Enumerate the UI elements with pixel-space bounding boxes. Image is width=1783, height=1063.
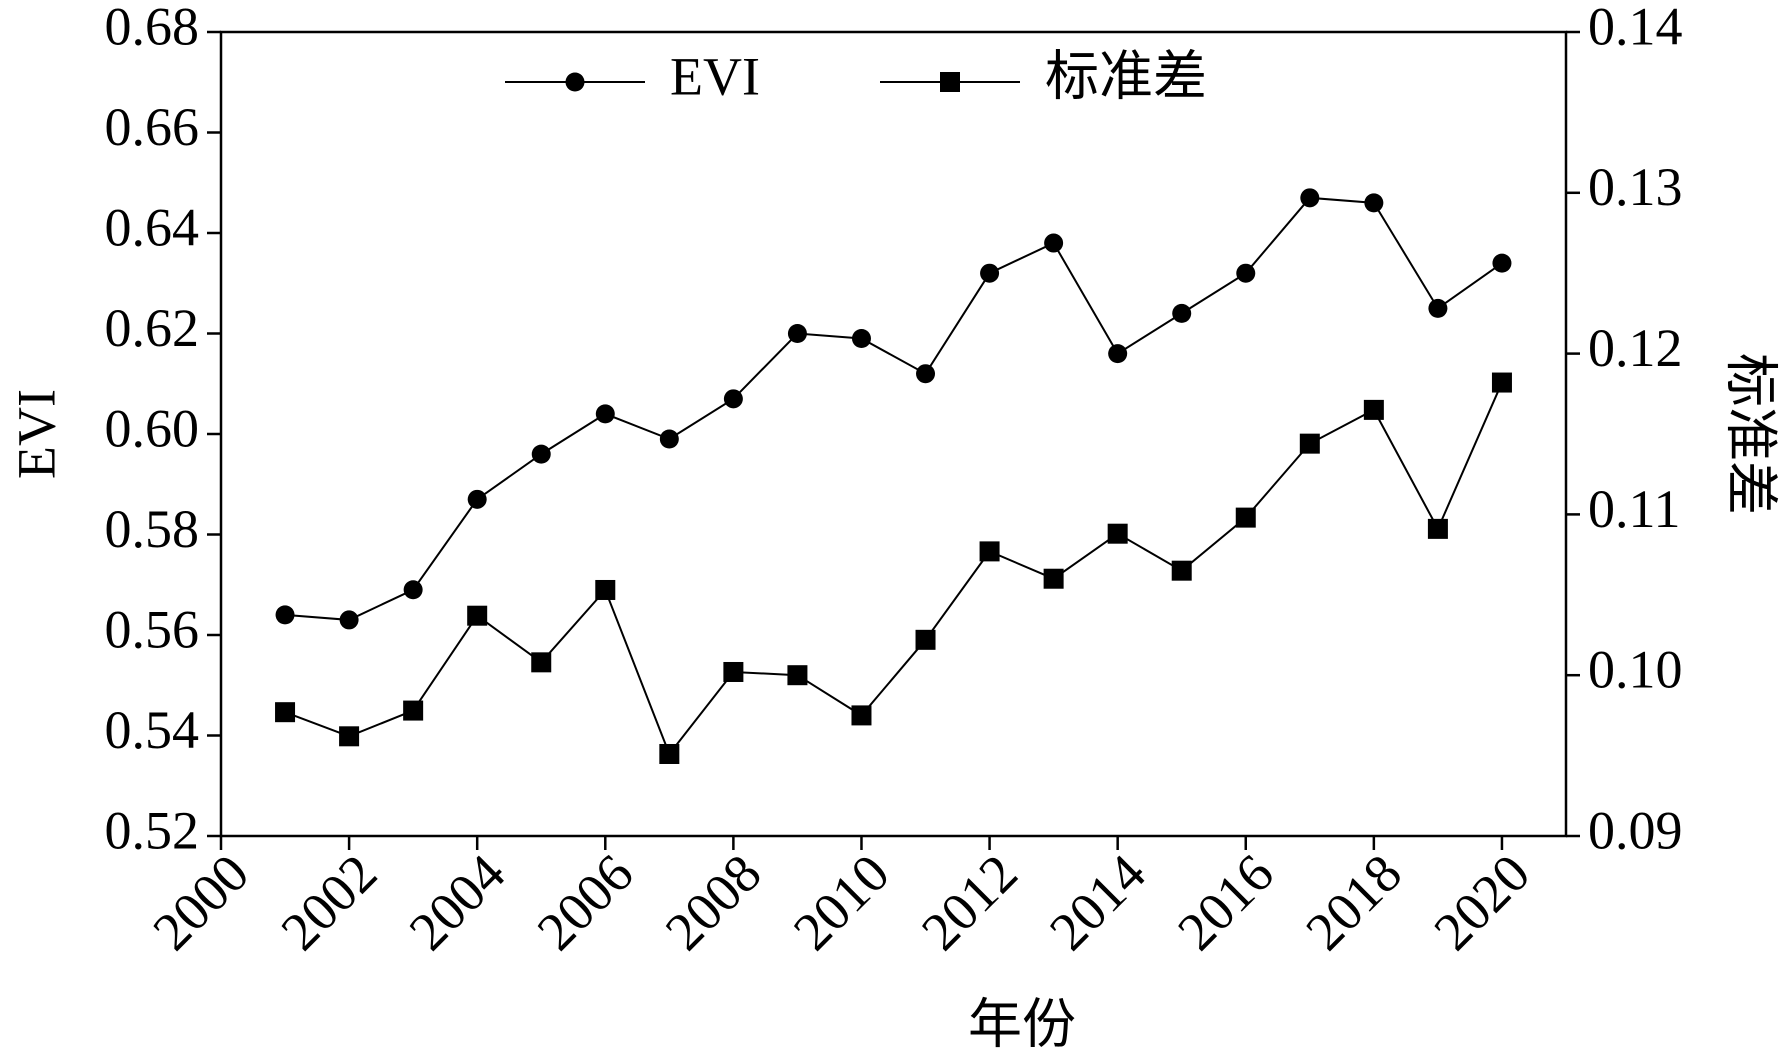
data-point (1107, 523, 1128, 544)
data-point (1428, 298, 1448, 318)
data-point (467, 605, 488, 626)
data-point (915, 629, 936, 650)
legend-marker (940, 72, 960, 92)
data-point (531, 652, 552, 673)
y-tick-label: 0.54 (105, 700, 200, 760)
y-tick-label: 0.60 (105, 398, 200, 458)
data-point (787, 324, 807, 343)
legend-label: EVI (670, 46, 760, 106)
legend-label: 标准差 (1045, 46, 1207, 106)
data-point (1363, 399, 1384, 420)
y-tick-label: 0.64 (105, 197, 200, 257)
data-point (467, 489, 487, 509)
y-tick-label: 0.58 (105, 499, 200, 559)
x-tick-label: 2012 (910, 843, 1029, 962)
data-point (403, 580, 423, 600)
y-axis-label: EVI (6, 389, 66, 479)
data-point (1235, 507, 1256, 528)
x-tick-label: 2020 (1422, 843, 1541, 962)
data-point (916, 364, 936, 384)
data-point (1043, 568, 1064, 589)
series-line (284, 382, 1503, 756)
data-point (403, 700, 424, 721)
data-point (851, 705, 872, 726)
data-point (1236, 263, 1256, 283)
data-point (1108, 344, 1128, 364)
data-point (979, 541, 1000, 562)
data-point (531, 444, 551, 464)
legend-marker (565, 72, 585, 92)
data-point (723, 389, 743, 409)
y2-tick-label: 0.10 (1588, 640, 1683, 700)
x-tick-label: 2000 (141, 843, 260, 962)
data-point (787, 665, 808, 686)
x-tick-label: 2010 (782, 843, 901, 962)
series-line (284, 196, 1503, 621)
data-point (1492, 253, 1512, 273)
data-point (1172, 303, 1192, 323)
data-point (1044, 233, 1064, 253)
x-tick-label: 2016 (1166, 843, 1285, 962)
y2-tick-label: 0.12 (1588, 318, 1683, 378)
data-point (1299, 433, 1320, 454)
y2-tick-label: 0.11 (1588, 479, 1681, 539)
data-point (595, 404, 615, 424)
y-tick-label: 0.68 (105, 0, 200, 56)
y2-tick-label: 0.09 (1588, 800, 1683, 860)
data-point (275, 605, 295, 625)
y-tick-label: 0.56 (105, 599, 200, 659)
x-tick-label: 2008 (654, 843, 773, 962)
data-point (1427, 518, 1448, 539)
y2-tick-label: 0.13 (1588, 157, 1683, 217)
data-point (1491, 372, 1512, 393)
data-point (980, 263, 1000, 283)
data-point (659, 743, 680, 764)
data-point (1364, 193, 1384, 213)
data-point (659, 429, 679, 449)
x-tick-label: 2002 (270, 843, 389, 962)
y-tick-label: 0.52 (105, 800, 200, 860)
y-tick-label: 0.62 (105, 298, 200, 358)
y-tick-label: 0.66 (105, 97, 200, 157)
x-tick-label: 2006 (526, 843, 645, 962)
data-point (1171, 560, 1192, 581)
data-point (595, 579, 616, 600)
data-point (1300, 188, 1320, 208)
data-point (339, 726, 360, 747)
x-axis-label: 年份 (968, 994, 1076, 1054)
x-tick-label: 2018 (1294, 843, 1413, 962)
x-tick-label: 2004 (398, 843, 517, 962)
data-point (723, 661, 744, 682)
data-point (275, 702, 296, 723)
data-point (851, 329, 871, 349)
y2-axis-label: 标准差 (1721, 353, 1781, 515)
y2-tick-label: 0.14 (1588, 0, 1683, 56)
x-tick-label: 2014 (1038, 843, 1157, 962)
data-point (339, 610, 359, 630)
